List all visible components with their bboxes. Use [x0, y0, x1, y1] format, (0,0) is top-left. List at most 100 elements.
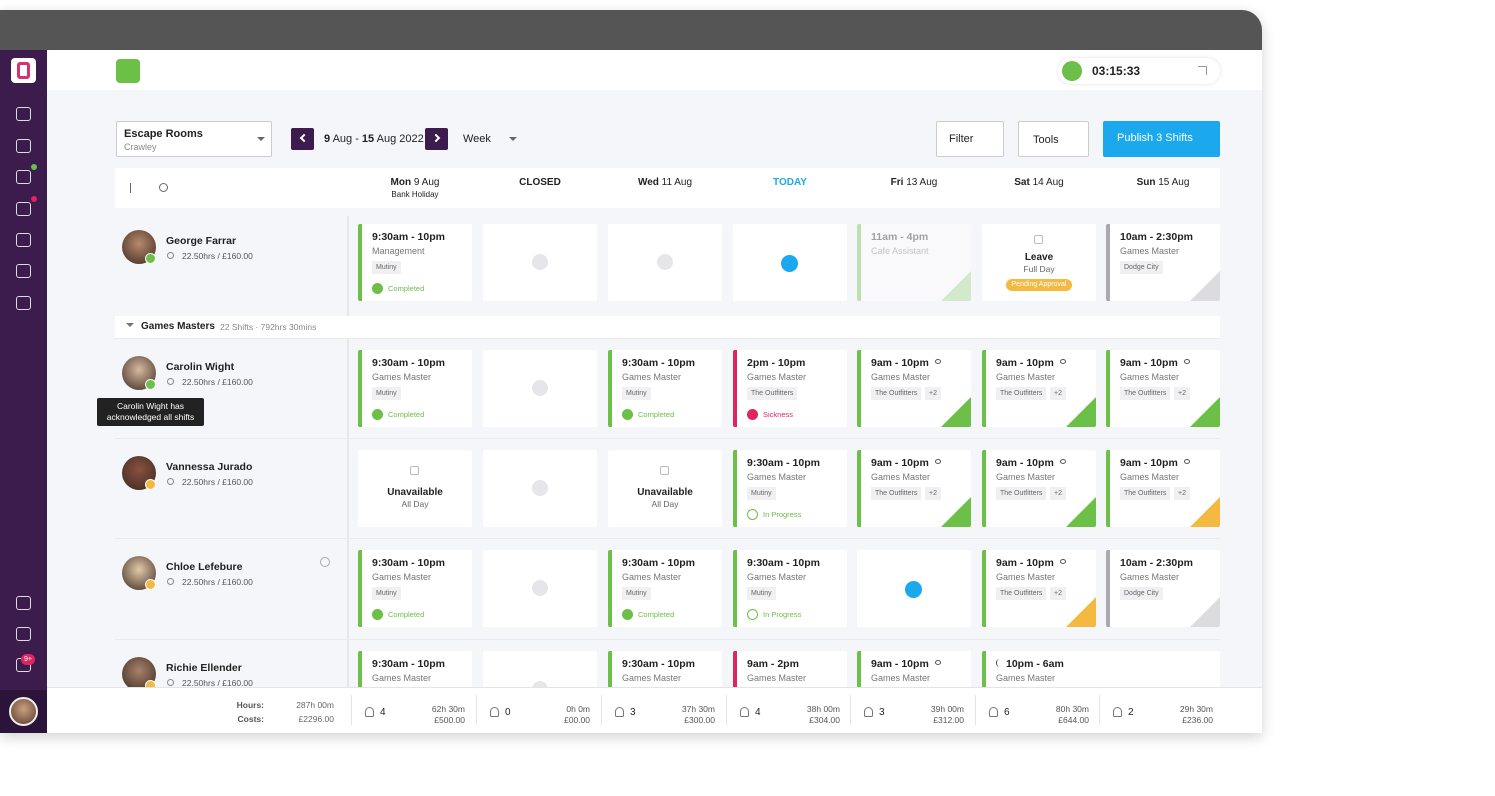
add-placeholder [532, 681, 548, 687]
shift-card[interactable]: 9am - 10pm Games Master The Outfitters +2 [1106, 350, 1220, 427]
publish-button[interactable]: Publish 3 Shifts [1103, 121, 1220, 157]
shift-tag: +2 [1050, 387, 1066, 400]
shift-card[interactable]: 10am - 2:30pm Games Master Dodge City [1106, 550, 1220, 627]
shift-card[interactable]: 9:30am - 10pm Management Mutiny Completed [358, 224, 472, 301]
shift-card[interactable]: 10pm - 6am Games Master [982, 651, 1220, 687]
shift-card[interactable]: 9am - 10pm Games Master The Outfitters +2 [857, 350, 971, 427]
shift-card[interactable]: 9am - 10pm Games Master The Outfitters +2 [982, 550, 1096, 627]
day-weekday: Fri [890, 177, 904, 188]
filter-label: Filter [949, 133, 974, 145]
shift-tag: +2 [1050, 487, 1066, 500]
window-titlebar [0, 10, 1262, 50]
shift-card[interactable]: 2pm - 10pm Games Master The Outfitters Sick… [733, 350, 847, 427]
shift-card[interactable]: 9am - 10pm Games Master The Outfitters +2 [1106, 450, 1220, 527]
shift-card[interactable] [483, 224, 597, 301]
shift-card[interactable]: 9am - 10pm Games Master The Outfitters +2 [982, 450, 1096, 527]
shift-card[interactable]: Unavailable All Day [358, 450, 472, 527]
shift-card[interactable] [608, 224, 722, 301]
nav-icon[interactable] [16, 170, 31, 184]
next-button[interactable] [425, 128, 448, 150]
shift-time: 9am - 10pm [1120, 457, 1178, 469]
day-header: Mon 9 Aug Bank Holiday [358, 177, 472, 199]
shift-tag: Mutiny [747, 487, 776, 500]
shift-role: Games Master [372, 372, 432, 382]
shift-time: 9am - 10pm [1120, 357, 1178, 369]
shift-card[interactable]: Leave Full Day Pending Approval [982, 224, 1096, 301]
shift-time: 9am - 2pm [747, 658, 799, 670]
tools-button[interactable]: Tools [1018, 121, 1089, 157]
day-date: 11 Aug [661, 177, 693, 188]
shift-card[interactable] [483, 550, 597, 627]
shift-tag: Dodge City [1120, 261, 1163, 274]
shift-time: 9:30am - 10pm [372, 357, 445, 369]
shift-card[interactable]: 9:30am - 10pm Games Master Mutiny Completed [358, 550, 472, 627]
shift-card[interactable] [733, 224, 847, 301]
shift-role: Games Master [747, 372, 807, 382]
shift-card[interactable] [857, 550, 971, 627]
publish-label: Publish 3 Shifts [1117, 132, 1193, 144]
total-costs: £2296.00 [298, 714, 334, 724]
day-hours: 80h 30m [1055, 704, 1089, 714]
employee-name: Chloe Lefebure [166, 561, 243, 573]
nav-icon[interactable] [16, 139, 31, 153]
shift-card[interactable]: Unavailable All Day [608, 450, 722, 527]
shift-card[interactable]: 9:30am - 10pm Games Master Mutiny In Progre… [733, 450, 847, 527]
shift-card[interactable]: 9:30am - 10pm Games Master [358, 651, 472, 687]
timer-text: 03:15:33 [1092, 64, 1141, 78]
gift-button[interactable] [116, 59, 140, 83]
shift-card[interactable] [483, 651, 597, 687]
shift-card[interactable] [483, 350, 597, 427]
shift-card[interactable]: 9:30am - 10pm Games Master Mutiny Completed [608, 550, 722, 627]
shift-card[interactable]: 9:30am - 10pm Games Master Mutiny In Progre… [733, 550, 847, 627]
shift-tag: The Outfitters [747, 387, 798, 400]
add-button[interactable] [905, 581, 922, 598]
location-select[interactable]: Escape Rooms Crawley [116, 121, 272, 157]
avatar-badge [145, 479, 156, 490]
nav-icon[interactable] [16, 596, 31, 610]
expand-icon[interactable] [1198, 66, 1207, 75]
shift-role: Management [372, 246, 425, 256]
shift-card[interactable]: 9:30am - 10pm Games Master [608, 651, 722, 687]
nav-icon[interactable] [16, 202, 31, 216]
nav-icon[interactable] [16, 264, 31, 278]
nav-icon[interactable] [16, 627, 31, 641]
sort-icon[interactable] [130, 183, 140, 193]
shift-card[interactable]: 9am - 2pm Games Master [733, 651, 847, 687]
employee-stats: 22.50hrs / £160.00 [182, 678, 253, 687]
employee-name: Carolin Wight [166, 361, 235, 373]
cell-icon [410, 466, 419, 475]
view-select[interactable]: Week [463, 133, 491, 145]
nav-dot [31, 164, 37, 170]
person-icon [1113, 707, 1122, 717]
shift-role: Games Master [747, 572, 807, 582]
search-icon[interactable] [159, 183, 168, 192]
shift-corner [1066, 597, 1096, 627]
shift-card[interactable] [483, 450, 597, 527]
status-icon [747, 509, 758, 520]
nav-icon[interactable] [16, 296, 31, 310]
shift-card[interactable]: 9am - 10pm Games Master [857, 651, 971, 687]
staff-count: 4 [380, 707, 386, 718]
shift-card[interactable]: 9am - 10pm Games Master The Outfitters +2 [982, 350, 1096, 427]
shift-card[interactable]: 11am - 4pm Cafe Assistant [857, 224, 971, 301]
shift-card[interactable]: 10am - 2:30pm Games Master Dodge City [1106, 224, 1220, 301]
nav-icon[interactable] [16, 233, 31, 247]
prev-button[interactable] [291, 128, 314, 150]
sidebar [0, 50, 47, 733]
shift-card[interactable]: 9:30am - 10pm Games Master Mutiny Completed [358, 350, 472, 427]
avatar-badge [145, 253, 156, 264]
nav-icon[interactable] [16, 107, 31, 121]
add-button[interactable] [781, 255, 798, 272]
status-icon [372, 283, 383, 294]
shift-card[interactable]: 9am - 10pm Games Master The Outfitters +2 [857, 450, 971, 527]
filter-button[interactable]: Filter [936, 121, 1004, 157]
group-summary: 22 Shifts · 792hrs 30mins [220, 322, 317, 332]
header-row [115, 168, 1220, 208]
chevron-circle[interactable] [320, 557, 330, 567]
staff-count: 0 [505, 707, 511, 718]
cell-label: Unavailable [637, 487, 693, 498]
shift-tag: The Outfitters [996, 387, 1047, 400]
staff-count: 4 [755, 707, 761, 718]
shift-card[interactable]: 9:30am - 10pm Games Master Mutiny Completed [608, 350, 722, 427]
cell-sub: Full Day [1023, 264, 1055, 274]
